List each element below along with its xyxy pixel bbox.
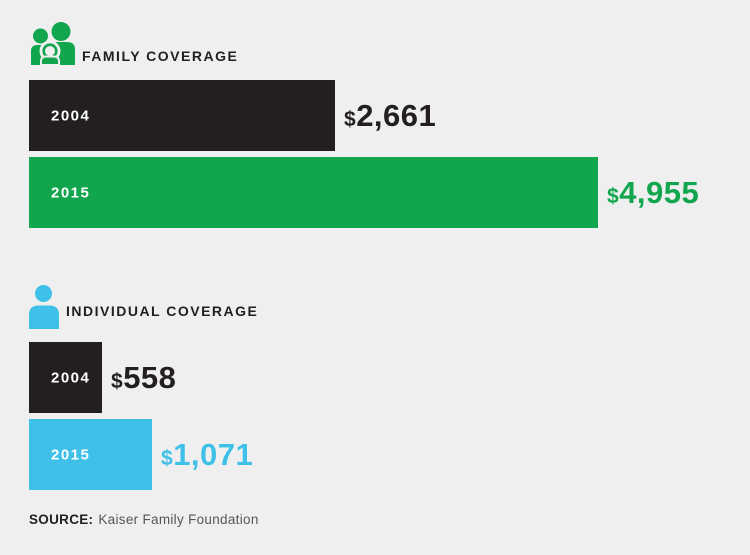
individual-2015-value: $1,071 xyxy=(161,437,253,473)
individual-coverage-section: INDIVIDUAL COVERAGE 2004 $558 2015 $1,07… xyxy=(29,285,750,490)
person-icon xyxy=(29,285,59,329)
family-2015-bar: 2015 xyxy=(29,157,598,228)
dollar-sign: $ xyxy=(607,184,620,208)
individual-2015-bar: 2015 xyxy=(29,419,152,490)
individual-coverage-title: INDIVIDUAL COVERAGE xyxy=(66,303,259,319)
source-line: SOURCE: Kaiser Family Foundation xyxy=(29,512,750,527)
family-coverage-header: FAMILY COVERAGE xyxy=(29,22,750,66)
individual-2004-year-label: 2004 xyxy=(51,369,91,386)
family-2004-amount: 2,661 xyxy=(356,97,437,133)
family-coverage-section: FAMILY COVERAGE 2004 $2,661 2015 $4,955 xyxy=(29,22,750,228)
source-text: Kaiser Family Foundation xyxy=(98,512,259,527)
dollar-sign: $ xyxy=(111,369,124,393)
individual-2004-value: $558 xyxy=(111,360,176,396)
family-2015-year-label: 2015 xyxy=(51,184,91,201)
source-label: SOURCE: xyxy=(29,512,94,527)
individual-2015-amount: 1,071 xyxy=(173,436,254,472)
family-2015-value: $4,955 xyxy=(607,175,699,211)
family-2004-value: $2,661 xyxy=(344,98,436,134)
dollar-sign: $ xyxy=(161,446,174,470)
family-2004-bar: 2004 xyxy=(29,80,335,151)
individual-2004-bar: 2004 xyxy=(29,342,102,413)
family-2004-year-label: 2004 xyxy=(51,107,91,124)
family-icon xyxy=(29,22,75,66)
family-coverage-title: FAMILY COVERAGE xyxy=(82,48,239,64)
family-2015-amount: 4,955 xyxy=(619,174,700,210)
family-2015-row: 2015 $4,955 xyxy=(29,157,750,228)
dollar-sign: $ xyxy=(344,107,357,131)
individual-2004-amount: 558 xyxy=(123,359,177,395)
individual-2015-row: 2015 $1,071 xyxy=(29,419,750,490)
individual-2015-year-label: 2015 xyxy=(51,446,91,463)
individual-2004-row: 2004 $558 xyxy=(29,342,750,413)
individual-coverage-header: INDIVIDUAL COVERAGE xyxy=(29,285,750,329)
family-2004-row: 2004 $2,661 xyxy=(29,80,750,151)
